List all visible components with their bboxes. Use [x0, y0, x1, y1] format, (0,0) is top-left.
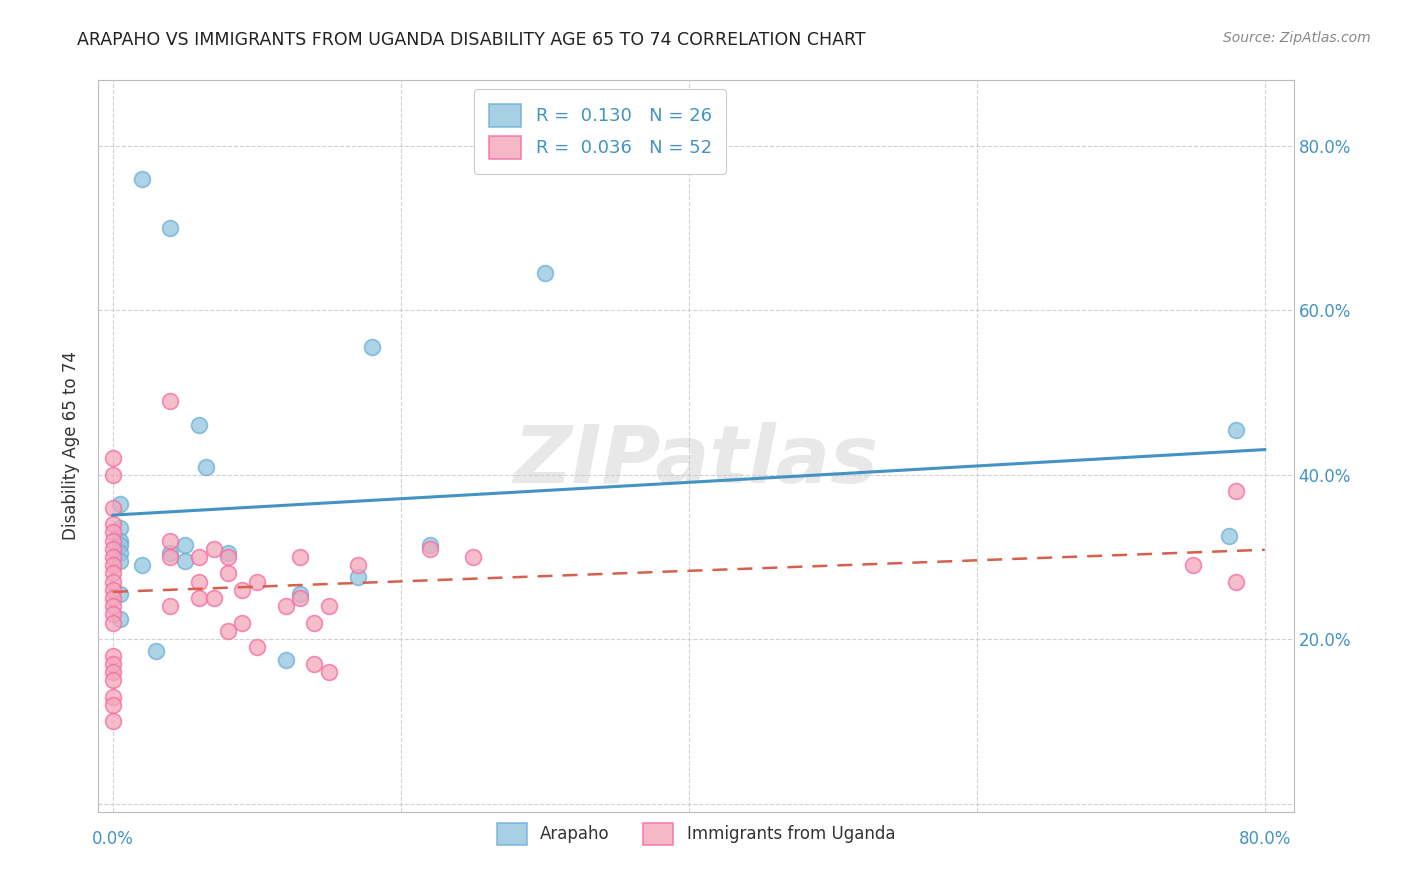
Point	[101, 698, 124, 712]
Y-axis label: Disability Age 65 to 74: Disability Age 65 to 74	[62, 351, 80, 541]
Point	[101, 517, 124, 532]
Legend: Arapaho, Immigrants from Uganda: Arapaho, Immigrants from Uganda	[486, 814, 905, 855]
Point	[188, 574, 211, 589]
Point	[108, 533, 131, 548]
Point	[318, 665, 340, 679]
Point	[202, 591, 225, 605]
Point	[1225, 423, 1247, 437]
Point	[108, 538, 131, 552]
Point	[101, 525, 124, 540]
Point	[145, 644, 167, 658]
Point	[101, 566, 124, 581]
Point	[173, 554, 195, 568]
Point	[231, 582, 253, 597]
Point	[108, 554, 131, 568]
Point	[159, 533, 181, 548]
Point	[346, 558, 368, 573]
Text: 0.0%: 0.0%	[91, 830, 134, 848]
Point	[188, 418, 211, 433]
Point	[108, 611, 131, 625]
Point	[101, 591, 124, 605]
Point	[101, 541, 124, 556]
Point	[274, 653, 297, 667]
Point	[108, 496, 131, 510]
Point	[131, 172, 153, 186]
Point	[461, 549, 484, 564]
Point	[288, 587, 311, 601]
Point	[101, 673, 124, 688]
Point	[288, 549, 311, 564]
Point	[101, 549, 124, 564]
Point	[159, 393, 181, 408]
Point	[217, 566, 239, 581]
Point	[246, 640, 269, 655]
Point	[101, 451, 124, 466]
Point	[217, 624, 239, 638]
Point	[419, 541, 441, 556]
Point	[159, 549, 181, 564]
Point	[274, 599, 297, 614]
Point	[318, 599, 340, 614]
Text: 80.0%: 80.0%	[1239, 830, 1291, 848]
Point	[246, 574, 269, 589]
Text: Source: ZipAtlas.com: Source: ZipAtlas.com	[1223, 31, 1371, 45]
Text: ZIPatlas: ZIPatlas	[513, 422, 879, 500]
Point	[195, 459, 218, 474]
Point	[101, 657, 124, 671]
Point	[101, 558, 124, 573]
Point	[108, 546, 131, 560]
Point	[188, 549, 211, 564]
Point	[159, 546, 181, 560]
Point	[101, 607, 124, 622]
Point	[108, 587, 131, 601]
Point	[131, 558, 153, 573]
Point	[159, 599, 181, 614]
Point	[361, 340, 384, 354]
Point	[1225, 574, 1247, 589]
Point	[304, 657, 326, 671]
Point	[231, 615, 253, 630]
Point	[202, 541, 225, 556]
Point	[101, 690, 124, 704]
Point	[101, 648, 124, 663]
Point	[1181, 558, 1204, 573]
Point	[101, 599, 124, 614]
Point	[101, 665, 124, 679]
Point	[159, 221, 181, 235]
Point	[101, 467, 124, 482]
Point	[108, 521, 131, 535]
Point	[101, 574, 124, 589]
Point	[101, 533, 124, 548]
Point	[188, 591, 211, 605]
Point	[1218, 529, 1240, 543]
Point	[1225, 484, 1247, 499]
Point	[217, 546, 239, 560]
Point	[173, 538, 195, 552]
Text: ARAPAHO VS IMMIGRANTS FROM UGANDA DISABILITY AGE 65 TO 74 CORRELATION CHART: ARAPAHO VS IMMIGRANTS FROM UGANDA DISABI…	[77, 31, 866, 49]
Point	[101, 500, 124, 515]
Point	[533, 267, 555, 281]
Point	[419, 538, 441, 552]
Point	[217, 549, 239, 564]
Point	[101, 714, 124, 729]
Point	[101, 615, 124, 630]
Point	[346, 570, 368, 584]
Point	[101, 582, 124, 597]
Point	[304, 615, 326, 630]
Point	[288, 591, 311, 605]
